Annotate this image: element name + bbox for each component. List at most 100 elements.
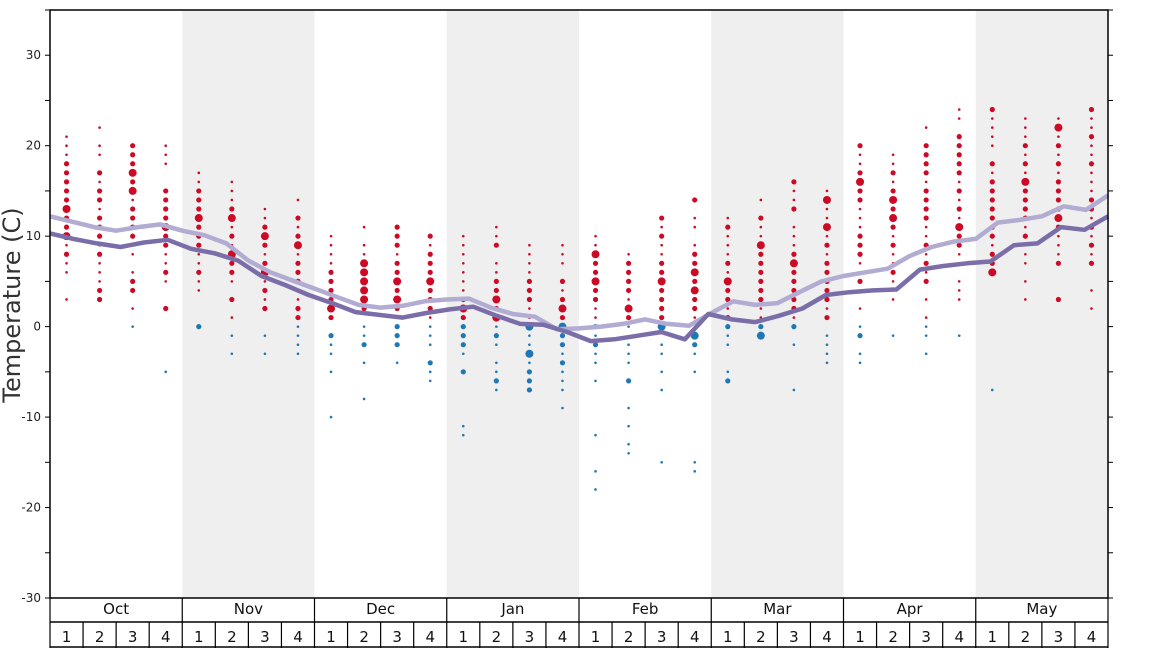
week-label: 1 [459, 628, 469, 646]
point-apr-4 [956, 143, 962, 149]
point-dec-2 [362, 334, 366, 337]
point-dec-2 [360, 277, 369, 286]
point-nov-2 [230, 180, 234, 184]
point-mar-1 [726, 370, 730, 374]
point-feb-3 [659, 296, 665, 303]
point-oct-2 [98, 271, 101, 274]
point-may-1 [990, 117, 994, 120]
point-oct-1 [63, 224, 70, 230]
point-jan-3 [526, 278, 533, 284]
point-dec-4 [427, 260, 433, 266]
point-dec-4 [428, 379, 432, 383]
week-label: 3 [392, 628, 402, 646]
point-apr-3 [923, 170, 929, 176]
point-feb-2 [625, 314, 632, 321]
y-axis-title: Temperature (C) [0, 207, 26, 403]
point-dec-1 [328, 287, 334, 294]
point-oct-4 [164, 280, 168, 283]
point-mar-4 [825, 352, 829, 356]
point-feb-1 [592, 342, 599, 348]
point-may-2 [1024, 298, 1027, 301]
week-label: 4 [1087, 628, 1097, 646]
week-label: 4 [822, 628, 832, 646]
week-label: 4 [954, 628, 964, 646]
point-mar-1 [725, 324, 731, 330]
week-label: 4 [690, 628, 700, 646]
point-mar-4 [825, 343, 829, 347]
point-feb-1 [592, 269, 599, 275]
point-oct-3 [131, 271, 134, 274]
point-mar-1 [725, 224, 731, 230]
point-nov-2 [229, 296, 235, 303]
point-mar-3 [792, 189, 796, 193]
point-oct-2 [98, 207, 101, 211]
point-jan-4 [561, 406, 564, 410]
point-oct-1 [65, 135, 68, 138]
week-label: 2 [95, 628, 105, 646]
point-feb-1 [594, 379, 597, 383]
point-nov-4 [295, 233, 301, 239]
point-dec-2 [360, 259, 369, 268]
point-may-4 [1088, 260, 1095, 266]
point-dec-3 [394, 287, 400, 294]
point-apr-3 [923, 188, 929, 194]
point-mar-4 [822, 195, 831, 204]
point-feb-2 [627, 325, 630, 328]
point-jan-4 [559, 278, 566, 284]
point-nov-2 [227, 214, 236, 223]
point-apr-2 [889, 195, 898, 204]
point-apr-4 [956, 152, 962, 158]
point-mar-1 [726, 343, 730, 347]
point-nov-1 [196, 269, 202, 275]
point-dec-4 [428, 325, 432, 328]
point-apr-3 [923, 197, 929, 203]
point-mar-3 [792, 234, 796, 238]
point-dec-4 [427, 251, 433, 257]
point-feb-1 [594, 361, 597, 365]
point-nov-3 [263, 252, 267, 256]
point-apr-3 [923, 260, 929, 266]
week-label: 3 [921, 628, 931, 646]
week-label: 2 [359, 628, 369, 646]
point-nov-1 [197, 252, 201, 256]
point-mar-3 [792, 316, 796, 319]
point-may-1 [989, 188, 995, 194]
point-may-3 [1054, 214, 1063, 223]
point-apr-3 [924, 225, 928, 229]
point-apr-2 [891, 180, 895, 184]
point-feb-1 [594, 352, 597, 356]
point-mar-1 [726, 243, 730, 247]
point-nov-1 [197, 261, 201, 265]
point-dec-1 [329, 261, 333, 265]
point-mar-3 [791, 269, 797, 275]
point-mar-4 [824, 269, 830, 275]
point-mar-2 [756, 331, 765, 340]
point-dec-3 [393, 295, 402, 304]
point-jan-1 [460, 369, 466, 375]
point-mar-2 [758, 287, 764, 294]
point-apr-1 [858, 162, 862, 166]
week-label: 3 [525, 628, 535, 646]
point-nov-4 [295, 305, 301, 312]
point-oct-3 [130, 161, 136, 167]
point-feb-1 [594, 433, 597, 437]
point-apr-2 [891, 252, 895, 256]
point-mar-1 [726, 271, 730, 274]
point-apr-4 [957, 180, 961, 184]
point-apr-4 [956, 188, 962, 194]
y-tick-label: -30 [21, 591, 41, 605]
point-oct-3 [130, 179, 136, 185]
point-apr-1 [858, 307, 862, 310]
point-feb-1 [592, 296, 599, 303]
point-jan-2 [495, 234, 498, 238]
point-apr-4 [957, 298, 961, 301]
point-oct-1 [63, 197, 70, 203]
point-may-3 [1055, 179, 1062, 185]
point-may-1 [989, 197, 995, 203]
week-label: 1 [988, 628, 998, 646]
week-label: 3 [789, 628, 799, 646]
point-feb-1 [592, 260, 599, 266]
point-oct-3 [130, 278, 136, 284]
point-may-4 [1090, 171, 1093, 175]
point-jan-1 [461, 261, 465, 265]
